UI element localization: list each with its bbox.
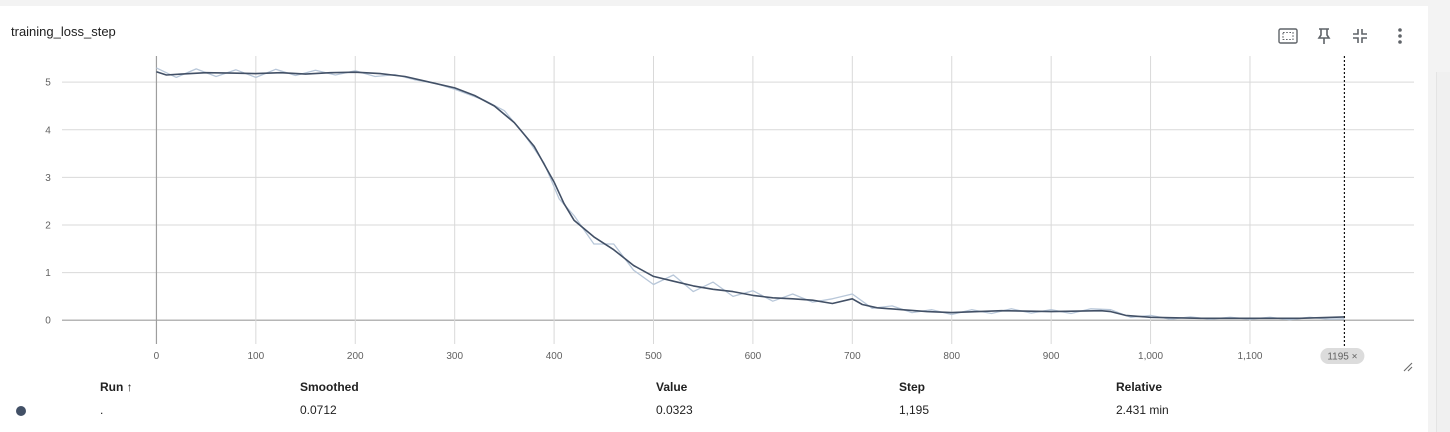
x-tick-label: 200	[347, 351, 364, 362]
chart-grid	[62, 56, 1414, 344]
chart-series	[156, 67, 1345, 321]
x-tick-label: 700	[844, 351, 861, 362]
y-tick-label: 5	[45, 78, 51, 89]
col-header-value[interactable]: Value	[656, 380, 688, 394]
cell-smoothed: 0.0712	[300, 403, 337, 417]
col-header-run[interactable]: Run ↑	[100, 380, 133, 394]
x-tick-label: 300	[446, 351, 463, 362]
cursor-badge	[1320, 348, 1365, 364]
x-tick-label: 400	[546, 351, 563, 362]
col-header-step[interactable]: Step	[899, 380, 926, 394]
collapse-button[interactable]	[1348, 24, 1372, 48]
x-tick-label: 900	[1043, 351, 1060, 362]
y-tick-label: 4	[45, 125, 51, 136]
fit-domain-icon	[1278, 28, 1298, 44]
line-chart[interactable]: 0 1 2 3 4 5 0 100 200 300 400 500 600 700 800 900 1,000 1…	[0, 6, 1428, 376]
x-tick-label: 0	[154, 351, 160, 362]
pin-button[interactable]	[1312, 24, 1336, 48]
x-tick-label: 500	[645, 351, 662, 362]
chart-tick-labels: 0 1 2 3 4 5 0 100 200 300 400 500 600 700 800 900 1,000 1…	[45, 78, 1263, 362]
scrollbar-track[interactable]	[1436, 72, 1450, 432]
card-title: training_loss_step	[11, 24, 116, 39]
series-line-smoothed	[156, 70, 1345, 320]
x-tick-label: 1,000	[1138, 351, 1163, 362]
col-header-smoothed[interactable]: Smoothed	[300, 380, 359, 394]
cursor-label: 1195 ×	[1327, 352, 1357, 363]
pin-icon	[1317, 28, 1331, 44]
y-tick-label: 3	[45, 173, 51, 184]
collapse-icon	[1353, 29, 1367, 43]
run-color-dot	[16, 406, 26, 416]
scalar-card: training_loss_step 0 1	[0, 6, 1428, 432]
cell-step: 1,195	[899, 403, 930, 417]
y-tick-label: 2	[45, 220, 51, 231]
series-line-raw	[156, 67, 1345, 321]
cell-relative: 2.431 min	[1116, 403, 1169, 417]
col-header-relative[interactable]: Relative	[1116, 380, 1163, 394]
resize-handle-icon[interactable]	[1403, 362, 1413, 372]
cell-run: .	[100, 403, 104, 417]
more-options-button[interactable]	[1388, 24, 1412, 48]
x-tick-label: 800	[943, 351, 960, 362]
chart-cursor: 1195 ×	[1320, 56, 1365, 364]
y-tick-label: 1	[45, 268, 51, 279]
x-tick-label: 600	[745, 351, 762, 362]
fit-domain-button[interactable]	[1276, 24, 1300, 48]
cell-value: 0.0323	[656, 403, 693, 417]
x-tick-label: 100	[248, 351, 265, 362]
x-tick-label: 1,100	[1237, 351, 1262, 362]
y-tick-label: 0	[45, 316, 51, 327]
more-vert-icon	[1398, 28, 1402, 44]
